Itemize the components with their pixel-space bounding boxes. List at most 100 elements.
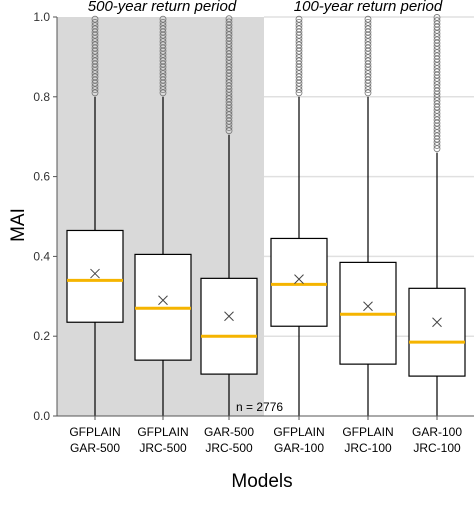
box-2-outlier-7 <box>225 104 233 112</box>
box-2-outlier-12 <box>225 88 233 96</box>
box-0-outlier-1 <box>91 86 99 93</box>
box-2-outlier-0 <box>225 127 233 135</box>
box-3-outlier-13 <box>295 47 303 55</box>
box-5-outlier-11 <box>433 110 441 117</box>
box-5-outlier-28 <box>433 55 441 63</box>
box-3-outliers <box>295 15 303 97</box>
box-4-outlier-6 <box>364 70 372 77</box>
box-4-outlier-23 <box>364 15 372 23</box>
x-tick-label-2-line2: JRC-500 <box>205 441 253 455</box>
y-tick-label-0: 0.0 <box>33 409 50 423</box>
box-1-outlier-17 <box>159 35 167 42</box>
x-tick-label-5-line1: GAR-100 <box>412 425 462 439</box>
y-tick-label-3: 0.6 <box>33 170 50 184</box>
box-0-outlier-13 <box>91 47 99 55</box>
box-4-outlier-4 <box>364 76 372 84</box>
x-tick-label-1-line2: JRC-500 <box>139 441 187 455</box>
x-axis: GFPLAIN GAR-500 GFPLAIN JRC-500 GAR-500 JRC-5… <box>57 415 474 455</box>
box-4-outlier-18 <box>364 31 372 39</box>
box-5-mean-marker <box>432 317 442 328</box>
box-1-outlier-1 <box>159 86 167 93</box>
box-2-outlier-18 <box>225 69 233 77</box>
box-5-iqr <box>408 287 466 377</box>
box-3-outlier-12 <box>295 51 303 58</box>
box-2-outlier-27 <box>225 40 233 48</box>
box-2-outlier-4 <box>225 114 233 122</box>
box-0-outliers <box>91 15 99 97</box>
box-5-outlier-16 <box>433 94 441 101</box>
box-4-outlier-1 <box>364 86 372 93</box>
box-0-outlier-22 <box>91 18 99 26</box>
box-3-outlier-1 <box>295 86 303 93</box>
box-0-mean-marker <box>90 268 100 279</box>
box-5 <box>408 14 466 416</box>
box-1-mean-stroke-b <box>158 295 168 306</box>
box-1-outlier-12 <box>159 51 167 58</box>
box-5-outlier-9 <box>433 116 441 124</box>
x-axis-title: Models <box>231 471 292 492</box>
box-3-outlier-17 <box>295 35 303 42</box>
box-4-outlier-13 <box>364 47 372 55</box>
box-2-outlier-17 <box>225 72 233 80</box>
box-4-outlier-0 <box>364 89 372 97</box>
box-5-outlier-0 <box>433 145 441 153</box>
box-5-outlier-14 <box>433 100 441 108</box>
y-tick-label-2: 0.4 <box>33 249 50 263</box>
box-2-mean-marker <box>224 311 234 322</box>
box-5-outlier-21 <box>433 78 441 85</box>
box-0-outlier-0 <box>91 89 99 97</box>
y-axis: 0.0 0.2 0.4 0.6 0.8 1.0 <box>33 10 58 423</box>
box-5-outlier-39 <box>433 20 441 28</box>
box-5-outlier-41 <box>433 14 441 21</box>
box-1-outlier-0 <box>159 89 167 97</box>
box-5-outlier-24 <box>433 68 441 76</box>
box-3-mean-stroke-b <box>294 274 304 284</box>
box-4-mean-stroke-b <box>363 301 373 312</box>
box-3-outlier-0 <box>295 89 303 97</box>
box-0-outlier-4 <box>91 76 99 84</box>
box-3-iqr <box>270 237 328 327</box>
box-1-mean-marker <box>158 295 168 306</box>
box-4-outlier-2 <box>364 83 372 90</box>
x-tick-label-0-line1: GFPLAIN <box>69 425 120 439</box>
box-3-outlier-22 <box>295 18 303 26</box>
box-5-outlier-34 <box>433 36 441 44</box>
box-5-outlier-17 <box>433 90 441 98</box>
x-tick-label-3-line1: GFPLAIN <box>273 425 324 439</box>
box-5-outlier-12 <box>433 106 441 114</box>
box-5-outlier-10 <box>433 113 441 121</box>
box-1-outlier-18 <box>159 31 167 39</box>
box-1-outlier-2 <box>159 83 167 90</box>
box-5-outlier-30 <box>433 49 441 57</box>
box-2-outliers <box>225 15 233 135</box>
box-4-outlier-7 <box>364 67 372 74</box>
box-0 <box>66 15 124 416</box>
box-2-outlier-22 <box>225 56 233 64</box>
box-2 <box>200 15 258 416</box>
box-3-outlier-7 <box>295 67 303 74</box>
y-tick-label-4: 0.8 <box>33 90 50 104</box>
box-4-outlier-12 <box>364 51 372 58</box>
box-2-iqr <box>200 277 258 375</box>
box-5-outlier-7 <box>433 122 441 130</box>
box-5-outlier-5 <box>433 129 441 137</box>
y-tick-label-1: 0.2 <box>33 329 50 343</box>
x-tick-label-1-line1: GFPLAIN <box>137 425 188 439</box>
box-5-outlier-1 <box>433 142 441 149</box>
y-tick-label-5: 1.0 <box>33 10 50 24</box>
box-2-outlier-9 <box>225 98 233 106</box>
box-4-mean-marker <box>363 301 373 312</box>
box-5-outlier-6 <box>433 126 441 133</box>
box-1-outliers <box>159 15 167 97</box>
x-tick-label-2-line1: GAR-500 <box>204 425 254 439</box>
box-5-outlier-29 <box>433 52 441 60</box>
box-1-outlier-22 <box>159 18 167 26</box>
box-2-outlier-8 <box>225 101 233 109</box>
box-1-outlier-9 <box>159 60 167 68</box>
y-axis-title: MAI <box>8 208 29 242</box>
box-0-iqr <box>66 229 124 323</box>
box-0-mean-stroke-b <box>90 268 100 279</box>
box-0-outlier-14 <box>91 44 99 52</box>
box-2-outlier-10 <box>225 95 233 103</box>
box-4-outlier-17 <box>364 35 372 42</box>
